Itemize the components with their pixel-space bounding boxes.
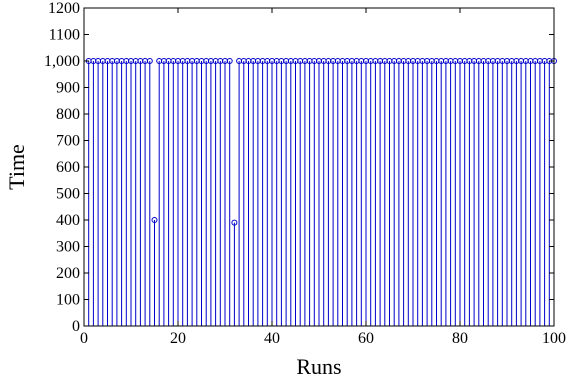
- stem-marker: [231, 219, 238, 226]
- y-tick-label: 900: [56, 80, 80, 97]
- y-tick-label: 1200: [48, 0, 80, 17]
- stem-markers: [85, 58, 557, 226]
- stem-marker: [151, 217, 158, 223]
- y-tick-label: 600: [56, 159, 80, 176]
- y-tick-label: 0: [72, 318, 80, 335]
- x-tick-label: 60: [358, 330, 374, 347]
- stem-lines: [88, 61, 555, 326]
- stem-marker: [146, 58, 153, 64]
- y-tick-labels: 0 100 200 300 400 500 600 700 800 900 1,000 1100 120…: [44, 0, 80, 335]
- x-tick-label: 0: [80, 330, 88, 347]
- x-axis-title: Runs: [296, 354, 341, 379]
- x-tick-label: 40: [264, 330, 280, 347]
- x-tick-labels: 0 20 40 60 80 100: [80, 330, 566, 347]
- y-tick-label: 800: [56, 106, 80, 123]
- y-tick-label: 200: [56, 265, 80, 282]
- y-axis-title: Time: [4, 144, 29, 190]
- x-tick-label: 80: [452, 330, 468, 347]
- y-tick-label: 300: [56, 239, 80, 256]
- stem-marker: [226, 58, 233, 64]
- y-tick-label: 400: [56, 212, 80, 229]
- y-tick-label: 500: [56, 186, 80, 203]
- x-tick-label: 20: [170, 330, 186, 347]
- y-tick-label: 1100: [49, 27, 80, 44]
- y-tick-label: 100: [56, 292, 80, 309]
- y-tick-label: 700: [56, 133, 80, 150]
- y-tick-label: 1,000: [44, 53, 80, 70]
- x-tick-label: 100: [542, 330, 566, 347]
- axis-ticks: [83, 7, 555, 327]
